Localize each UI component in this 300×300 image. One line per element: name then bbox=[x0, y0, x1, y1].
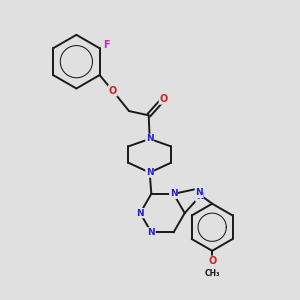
Text: N: N bbox=[170, 189, 177, 198]
Text: N: N bbox=[146, 168, 154, 177]
Text: O: O bbox=[159, 94, 167, 104]
Text: N: N bbox=[148, 228, 155, 237]
Text: N: N bbox=[146, 134, 154, 143]
Text: N: N bbox=[195, 188, 203, 197]
Text: O: O bbox=[109, 86, 117, 96]
Text: F: F bbox=[103, 40, 110, 50]
Text: O: O bbox=[208, 256, 216, 266]
Text: N: N bbox=[136, 208, 144, 217]
Text: CH₃: CH₃ bbox=[204, 268, 220, 278]
Text: N: N bbox=[196, 192, 203, 201]
